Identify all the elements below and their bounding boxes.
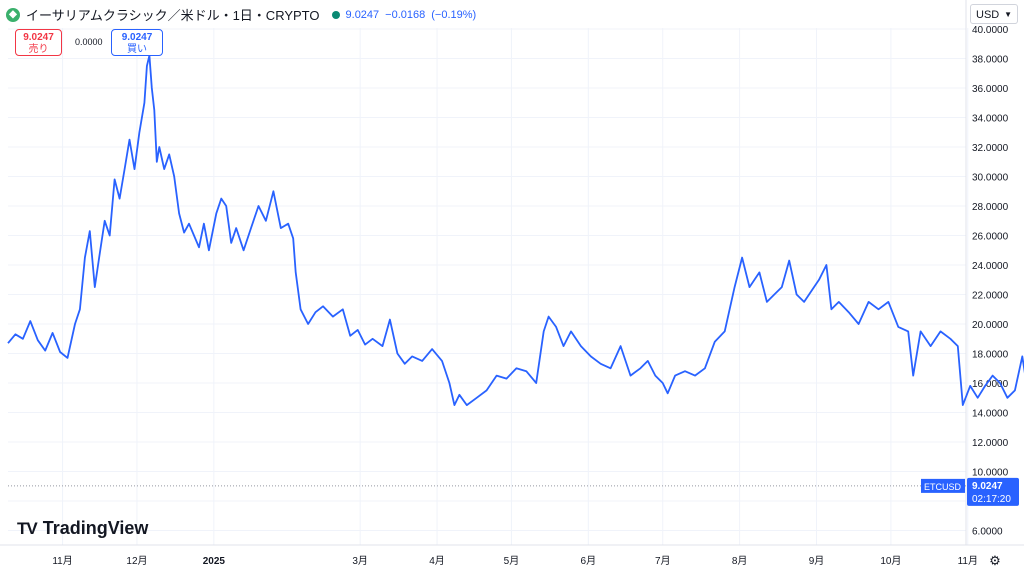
y-tick-label: 38.0000 [972, 55, 1009, 66]
currency-value: USD [976, 9, 1000, 21]
symbol-tag-bg [921, 478, 965, 493]
last-price: 9.0247 [345, 8, 380, 21]
tradingview-logo[interactable]: TV TradingView [17, 518, 148, 539]
price-change-percent: (−0.19%) [431, 8, 477, 21]
symbol-header: ◆ イーサリアムクラシック／米ドル・1日・CRYPTO 9.0247 −0.01… [6, 5, 476, 24]
y-tick-label: 40.0000 [972, 25, 1009, 36]
y-tick-label: 36.0000 [972, 84, 1009, 95]
y-tick-label: 20.0000 [972, 320, 1009, 331]
price-series-line [7, 54, 1024, 406]
x-tick-label: 12月 [126, 555, 147, 567]
tradingview-logo-icon: TV [17, 518, 38, 538]
y-tick-label: 22.0000 [972, 291, 1009, 302]
sell-price: 9.0247 [23, 32, 54, 43]
ethereum-classic-coin-icon[interactable]: ◆ [6, 7, 20, 22]
x-tick-label: 4月 [429, 555, 445, 567]
buy-price: 9.0247 [121, 32, 153, 43]
y-tick-label: 32.0000 [972, 143, 1009, 154]
price-change: −0.0168 [385, 8, 426, 21]
y-tick-label: 34.0000 [972, 114, 1009, 125]
y-tick-label: 24.0000 [972, 261, 1009, 272]
y-tick-label: 16.0000 [972, 379, 1009, 390]
sell-label: 売り [28, 44, 49, 55]
x-tick-label: 9月 [809, 555, 825, 567]
x-tick-label: 11月 [958, 555, 978, 567]
x-tick-label: 5月 [504, 555, 520, 567]
y-tick-label: 18.0000 [972, 350, 1009, 361]
currency-selector[interactable]: USD ▼ [970, 4, 1018, 24]
last-price-tag-bg [967, 477, 1019, 506]
symbol-tag-text: ETCUSD [924, 482, 962, 492]
x-tick-label: 6月 [581, 555, 597, 567]
x-tick-label: 7月 [655, 555, 671, 567]
y-tick-label: 28.0000 [972, 202, 1009, 213]
chevron-down-icon: ▼ [1004, 10, 1012, 19]
buy-button[interactable]: 9.0247 買い [111, 29, 163, 56]
y-tick-label: 26.0000 [972, 232, 1009, 243]
spread-value: 0.0000 [75, 37, 103, 47]
x-tick-label: 3月 [352, 555, 368, 567]
x-tick-label: 8月 [732, 555, 748, 567]
y-tick-label: 10.0000 [972, 468, 1009, 479]
x-tick-label: 11月 [52, 555, 72, 567]
gear-icon[interactable]: ⚙ [989, 553, 1001, 568]
x-tick-label: 10月 [880, 555, 901, 567]
y-tick-label: 30.0000 [972, 173, 1009, 184]
symbol-title[interactable]: イーサリアムクラシック／米ドル・1日・CRYPTO [26, 8, 320, 23]
y-tick-label: 14.0000 [972, 409, 1009, 420]
tradingview-logo-text: TradingView [42, 518, 149, 538]
y-tick-label: 6.0000 [972, 527, 1003, 538]
x-tick-label: 2025 [203, 556, 226, 567]
sell-button[interactable]: 9.0247 売り [15, 29, 62, 56]
countdown-text: 02:17:20 [972, 494, 1011, 505]
buy-label: 買い [127, 44, 147, 55]
market-status-icon[interactable] [331, 10, 340, 19]
y-tick-label: 12.0000 [972, 438, 1009, 449]
last-price-tag-text: 9.0247 [972, 481, 1003, 492]
